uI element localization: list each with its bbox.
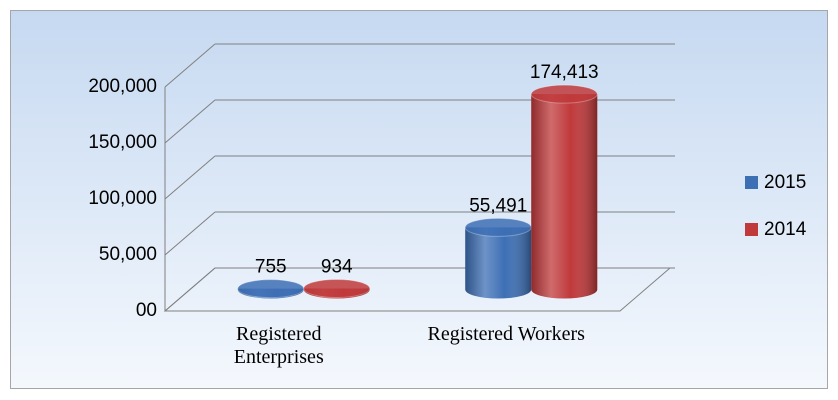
legend-label: 2015 <box>764 172 806 193</box>
y-tick-label: 200,000 <box>88 76 157 97</box>
data-label: 174,413 <box>530 62 599 83</box>
grid-line <box>164 99 216 144</box>
bar-shade <box>465 227 532 299</box>
grid-line <box>164 43 216 88</box>
legend-label: 2014 <box>764 219 807 240</box>
x-tick-label: Registered Enterprises <box>233 323 324 368</box>
legend-swatch <box>745 223 758 236</box>
bar-top <box>530 84 598 104</box>
x-tick-label: Registered Workers <box>427 323 585 345</box>
legend-swatch <box>745 176 758 189</box>
y-tick-label: 100,000 <box>88 188 157 209</box>
bar-top <box>464 217 532 237</box>
data-label: 55,491 <box>469 195 527 216</box>
grid-line <box>164 155 216 200</box>
y-tick-label: 150,000 <box>88 132 157 153</box>
y-tick-label: 00 <box>136 300 157 321</box>
bar-top <box>237 279 305 299</box>
grid-line <box>164 211 216 256</box>
y-tick-label: 50,000 <box>99 244 157 265</box>
data-label: 934 <box>321 256 353 277</box>
chart-background <box>10 10 828 389</box>
data-label: 755 <box>255 257 287 278</box>
grid-line <box>164 267 216 312</box>
bar-shade <box>531 94 598 299</box>
bar-top <box>303 278 371 298</box>
